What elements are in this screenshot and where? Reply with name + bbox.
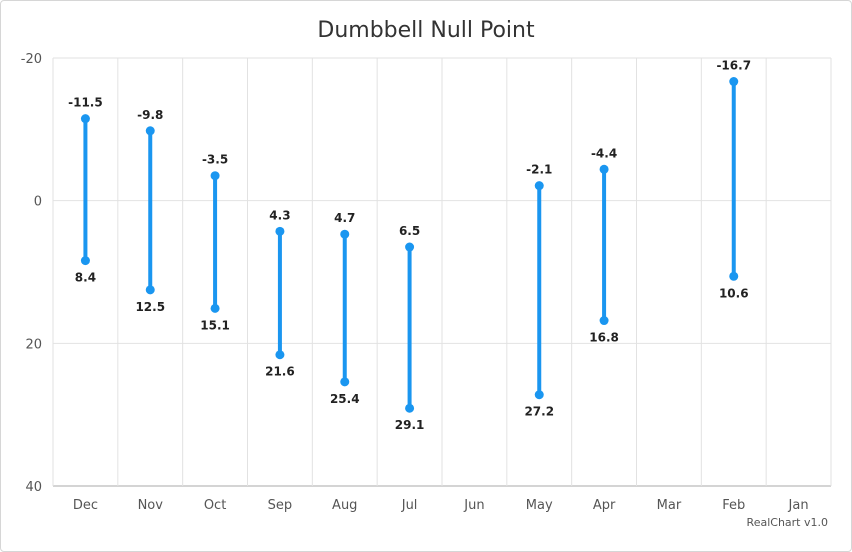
dumbbell-low-point — [405, 242, 415, 252]
data-label-high: 21.6 — [265, 365, 295, 379]
dumbbell-low-point — [145, 126, 155, 136]
x-tick-label: Nov — [138, 498, 164, 513]
dumbbell-low-point — [80, 114, 90, 124]
dumbbell-high-point — [599, 316, 609, 326]
dumbbell-low-point — [210, 171, 220, 181]
data-label-high: 29.1 — [395, 418, 425, 432]
x-tick-label: Jul — [401, 498, 418, 513]
data-label-high: 10.6 — [719, 286, 749, 300]
y-tick-label: 20 — [25, 337, 42, 352]
data-label-low: 4.3 — [269, 208, 290, 222]
data-label-low: 4.7 — [334, 211, 355, 225]
dumbbell-low-point — [340, 229, 350, 239]
dumbbell-high-point — [340, 377, 350, 387]
data-label-high: 12.5 — [135, 300, 165, 314]
x-tick-label: Sep — [268, 498, 293, 513]
data-label-high: 25.4 — [330, 392, 360, 406]
dumbbell-low-point — [534, 181, 544, 191]
data-label-low: -3.5 — [202, 153, 228, 167]
data-label-low: -2.1 — [526, 163, 552, 177]
dumbbell-high-point — [210, 303, 220, 313]
dumbbell-low-point — [599, 164, 609, 174]
credits-label: RealChart v1.0 — [746, 516, 828, 529]
data-label-low: -4.4 — [591, 146, 617, 160]
data-label-low: -16.7 — [716, 59, 751, 73]
data-label-high: 8.4 — [75, 271, 96, 285]
dumbbell-high-point — [405, 403, 415, 413]
y-tick-label: 0 — [34, 195, 42, 210]
dumbbell-low-point — [729, 77, 739, 87]
y-tick-label: 40 — [25, 480, 42, 495]
data-label-low: 6.5 — [399, 224, 420, 238]
x-tick-label: Jun — [463, 498, 484, 513]
dumbbell-high-point — [145, 285, 155, 295]
x-tick-label: Aug — [332, 498, 357, 513]
data-label-low: -11.5 — [68, 96, 103, 110]
dumbbell-high-point — [729, 271, 739, 281]
x-tick-label: Apr — [593, 498, 616, 513]
x-tick-label: Dec — [73, 498, 98, 513]
y-tick-label: -20 — [21, 52, 42, 67]
x-tick-label: Feb — [722, 498, 745, 513]
data-label-low: -9.8 — [137, 108, 163, 122]
chart-title: Dumbbell Null Point — [317, 18, 535, 43]
dumbbell-low-point — [275, 226, 285, 236]
dumbbell-high-point — [275, 350, 285, 360]
x-tick-label: Oct — [204, 498, 226, 513]
x-tick-label: May — [526, 498, 553, 513]
data-label-high: 16.8 — [589, 331, 619, 345]
dumbbell-high-point — [80, 256, 90, 266]
data-label-high: 27.2 — [524, 405, 554, 419]
x-tick-label: Jan — [788, 498, 809, 513]
dumbbell-high-point — [534, 390, 544, 400]
x-tick-label: Mar — [657, 498, 682, 513]
data-label-high: 15.1 — [200, 318, 230, 332]
